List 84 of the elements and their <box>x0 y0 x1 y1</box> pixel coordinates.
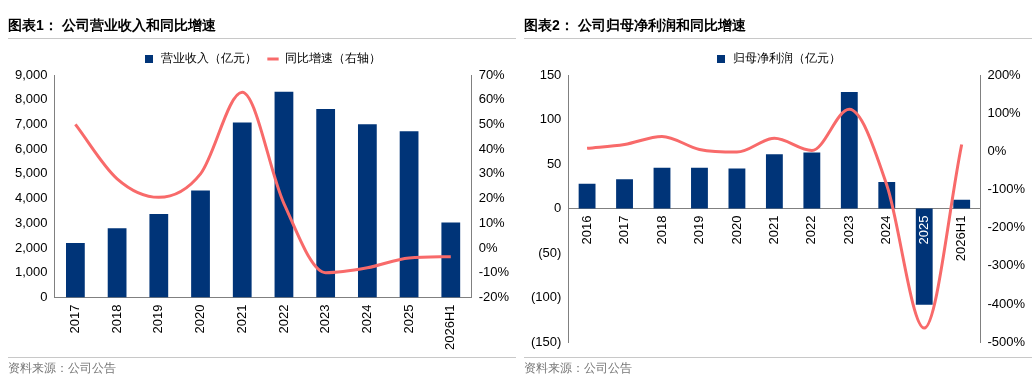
y-tick-label: 50 <box>546 155 562 171</box>
bar <box>840 91 858 209</box>
y-tick-label: 2,000 <box>14 239 48 255</box>
y2-tick-label: 20% <box>478 190 506 206</box>
x-tick-label: 2019 <box>691 215 707 245</box>
bar <box>149 213 169 298</box>
x-tick-label: 2017 <box>616 215 632 245</box>
bar <box>399 131 419 298</box>
x-tick-label: 2023 <box>317 304 333 334</box>
x-tick-label: 2023 <box>840 215 856 245</box>
bar <box>915 208 933 305</box>
y2-tick-label: -500% <box>987 333 1026 349</box>
bar <box>107 228 127 298</box>
bar <box>191 190 210 298</box>
bar <box>316 109 336 298</box>
text: 资料来源：公司公告 <box>8 357 516 377</box>
x-tick-label: 2024 <box>878 215 894 245</box>
legend-label: 营业收入（亿元） <box>161 51 257 66</box>
x-tick-label: 2026H1 <box>953 215 969 262</box>
bar <box>357 124 377 298</box>
y-tick-label: 100 <box>539 111 562 127</box>
bar <box>691 167 708 209</box>
bar <box>728 168 746 209</box>
y2-tick-label: 70% <box>478 66 506 82</box>
x-tick-label: 2024 <box>358 304 374 334</box>
y2-tick-label: 0% <box>987 142 1007 158</box>
y2-tick-label: 100% <box>987 104 1022 120</box>
bar <box>578 183 596 209</box>
x-tick-label: 2020 <box>728 215 744 245</box>
x-tick-label: 2025 <box>915 215 931 245</box>
y-tick-label: 0 <box>40 289 48 305</box>
text: 资料来源：公司公告 <box>524 357 1032 377</box>
y2-tick-label: 50% <box>478 116 506 132</box>
x-tick-label: 2022 <box>803 215 819 245</box>
y-tick-label: 7,000 <box>14 116 48 132</box>
bar <box>653 167 671 209</box>
y2-tick-label: -100% <box>987 181 1026 197</box>
legend-label: 归母净利润（亿元） <box>733 51 841 66</box>
y2-tick-label: -200% <box>987 219 1026 235</box>
x-tick-label: 2025 <box>400 304 416 334</box>
y2-tick-label: 0% <box>478 239 498 255</box>
y-tick-label: 8,000 <box>14 91 48 107</box>
y-tick-label: 1,000 <box>14 264 48 280</box>
bar <box>803 152 821 209</box>
y-tick-label: (150) <box>530 333 562 349</box>
y-tick-label: 9,000 <box>14 66 48 82</box>
y2-tick-label: 200% <box>987 66 1022 82</box>
bar <box>616 179 633 209</box>
bar <box>953 199 971 209</box>
x-tick-label: 2017 <box>66 304 82 334</box>
chart-title: 图表1： 公司营业收入和同比增速 <box>8 12 516 39</box>
y-tick-label: 5,000 <box>14 165 48 181</box>
y2-tick-label: 10% <box>478 214 506 230</box>
y-tick-label: 150 <box>539 66 562 82</box>
x-tick-label: 2018 <box>653 215 669 245</box>
bar <box>232 122 252 298</box>
bar <box>765 154 783 209</box>
y-tick-label: (100) <box>530 289 562 305</box>
x-tick-label: 2020 <box>192 304 208 334</box>
y2-tick-label: 30% <box>478 165 506 181</box>
x-tick-label: 2026H1 <box>442 304 458 351</box>
y-tick-label: (50) <box>538 244 562 260</box>
x-tick-label: 2021 <box>233 304 249 334</box>
x-tick-label: 2022 <box>275 304 291 334</box>
y2-tick-label: -400% <box>987 295 1026 311</box>
x-tick-label: 2018 <box>108 304 124 334</box>
bar <box>66 243 85 298</box>
x-tick-label: 2021 <box>765 215 781 245</box>
y-tick-label: 0 <box>554 200 562 216</box>
bar <box>441 222 461 298</box>
y-tick-label: 3,000 <box>14 214 48 230</box>
y2-tick-label: 60% <box>478 91 506 107</box>
bar <box>274 91 294 298</box>
x-tick-label: 2019 <box>150 304 166 334</box>
legend-label: 同比增速（右轴） <box>285 51 381 66</box>
y-tick-label: 6,000 <box>14 140 48 156</box>
y-tick-label: 4,000 <box>14 190 48 206</box>
chart-title: 图表2： 公司归母净利润和同比增速 <box>524 12 1032 39</box>
y2-tick-label: -10% <box>478 264 510 280</box>
x-tick-label: 2016 <box>578 215 594 245</box>
y2-tick-label: 40% <box>478 140 506 156</box>
y2-tick-label: -20% <box>478 289 510 305</box>
line-series <box>73 90 453 275</box>
y2-tick-label: -300% <box>987 257 1026 273</box>
